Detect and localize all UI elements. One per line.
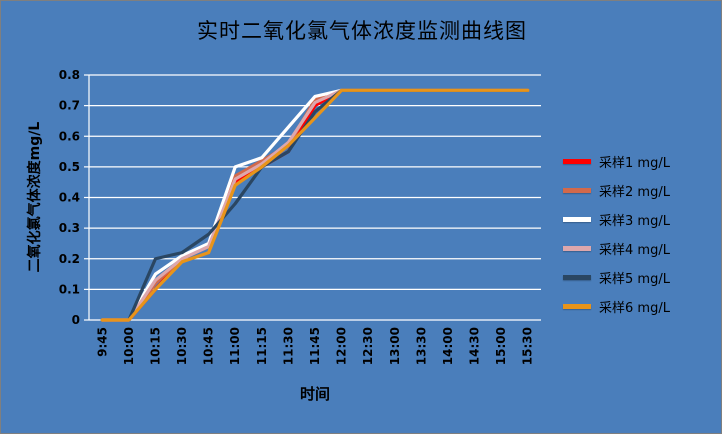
legend-label: 采样2 mg/L: [599, 185, 670, 200]
svg-text:0: 0: [72, 313, 80, 327]
svg-text:0.1: 0.1: [59, 282, 80, 296]
svg-text:14:30: 14:30: [468, 327, 482, 365]
legend-label: 采样1 mg/L: [599, 156, 670, 171]
svg-text:0.3: 0.3: [59, 221, 80, 235]
legend-swatch: [563, 246, 591, 251]
svg-text:10:45: 10:45: [202, 327, 216, 365]
svg-text:12:00: 12:00: [335, 327, 349, 365]
svg-text:13:00: 13:00: [388, 327, 402, 365]
legend-swatch: [563, 304, 591, 309]
svg-text:9:45: 9:45: [95, 327, 109, 357]
legend-swatch: [563, 275, 591, 280]
x-axis-title: 时间: [299, 385, 330, 403]
legend-item: 采样6 mg/L: [563, 292, 713, 321]
svg-text:11:45: 11:45: [308, 327, 322, 365]
svg-text:0.6: 0.6: [59, 129, 80, 143]
legend-item: 采样2 mg/L: [563, 176, 713, 205]
svg-text:11:30: 11:30: [281, 327, 295, 365]
svg-text:0.5: 0.5: [59, 160, 80, 174]
legend-label: 采样4 mg/L: [599, 243, 670, 258]
svg-text:10:00: 10:00: [122, 327, 136, 365]
svg-text:10:30: 10:30: [175, 327, 189, 365]
legend-label: 采样5 mg/L: [599, 272, 670, 287]
svg-text:0.7: 0.7: [59, 99, 80, 113]
legend-item: 采样4 mg/L: [563, 234, 713, 263]
chart-title: 实时二氧化氯气体浓度监测曲线图: [197, 19, 527, 43]
svg-text:14:00: 14:00: [441, 327, 455, 365]
svg-text:0.2: 0.2: [59, 252, 80, 266]
legend-item: 采样5 mg/L: [563, 263, 713, 292]
legend-label: 采样3 mg/L: [599, 214, 670, 229]
legend-item: 采样3 mg/L: [563, 205, 713, 234]
legend-swatch: [563, 188, 591, 193]
svg-text:13:30: 13:30: [414, 327, 428, 365]
svg-text:11:15: 11:15: [255, 327, 269, 365]
svg-text:0.4: 0.4: [59, 191, 80, 205]
legend-swatch: [563, 159, 591, 164]
svg-text:11:00: 11:00: [228, 327, 242, 365]
svg-text:0.8: 0.8: [59, 68, 80, 82]
chart-legend: 采样1 mg/L 采样2 mg/L 采样3 mg/L 采样4 mg/L 采样5 mg/L…: [563, 147, 713, 321]
legend-swatch: [563, 217, 591, 222]
svg-text:12:30: 12:30: [361, 327, 375, 365]
legend-label: 采样6 mg/L: [599, 301, 670, 316]
svg-text:15:30: 15:30: [521, 327, 535, 365]
svg-text:10:15: 10:15: [148, 327, 162, 365]
legend-item: 采样1 mg/L: [563, 147, 713, 176]
svg-text:15:00: 15:00: [494, 327, 508, 365]
